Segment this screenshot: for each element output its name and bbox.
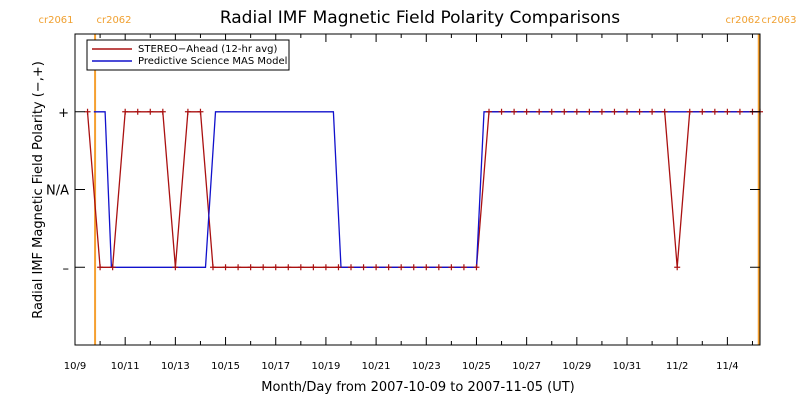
x-tick-label: 10/29 <box>562 361 591 372</box>
chart-title: Radial IMF Magnetic Field Polarity Compa… <box>220 8 620 28</box>
data-point-stereo <box>285 264 292 271</box>
data-point-stereo <box>561 108 568 115</box>
x-tick-label: 11/4 <box>716 361 738 372</box>
data-point-stereo <box>724 108 731 115</box>
y-axis-label: Radial IMF Magnetic Field Polarity (−,+) <box>31 61 46 319</box>
data-point-stereo <box>598 108 605 115</box>
data-point-stereo <box>486 108 493 115</box>
data-point-stereo <box>147 108 154 115</box>
data-point-stereo <box>184 108 191 115</box>
data-point-stereo <box>385 264 392 271</box>
data-point-stereo <box>686 108 693 115</box>
data-point-stereo <box>435 264 442 271</box>
x-tick-label: 11/2 <box>666 361 688 372</box>
data-point-stereo <box>272 264 279 271</box>
y-tick-label: N/A <box>46 184 69 199</box>
data-point-stereo <box>674 264 681 271</box>
x-tick-label: 10/17 <box>261 361 290 372</box>
data-point-stereo <box>586 108 593 115</box>
data-point-stereo <box>109 264 116 271</box>
data-point-stereo <box>523 108 530 115</box>
data-point-stereo <box>611 108 618 115</box>
data-point-stereo <box>335 264 342 271</box>
data-point-stereo <box>373 264 380 271</box>
plot-frame <box>74 33 761 346</box>
data-point-stereo <box>548 108 555 115</box>
legend: STEREO−Ahead (12-hr avg) Predictive Scie… <box>86 39 290 71</box>
carrington-label-right-start: cr2062 <box>96 15 131 26</box>
legend-label-stereo: STEREO−Ahead (12-hr avg) <box>138 44 278 55</box>
data-point-stereo <box>159 108 166 115</box>
data-point-stereo <box>84 108 91 115</box>
data-point-stereo <box>247 264 254 271</box>
legend-box <box>86 39 290 71</box>
x-tick-label: 10/27 <box>512 361 541 372</box>
carrington-label-right-end: cr2063 <box>761 15 796 26</box>
x-tick-label: 10/21 <box>362 361 391 372</box>
data-point-stereo <box>210 264 217 271</box>
y-tick-label: – <box>63 261 70 276</box>
plot-area <box>84 34 763 345</box>
x-tick-label: 10/25 <box>462 361 491 372</box>
data-point-stereo <box>222 264 229 271</box>
data-point-stereo <box>122 108 129 115</box>
data-point-stereo <box>699 108 706 115</box>
y-tick-label: + <box>58 106 69 121</box>
data-point-stereo <box>260 264 267 271</box>
data-point-stereo <box>172 264 179 271</box>
x-tick-label: 10/31 <box>613 361 642 372</box>
y-axis: + N/A – <box>46 106 760 276</box>
x-tick-label: 10/9 <box>64 361 86 372</box>
data-point-stereo <box>360 264 367 271</box>
carrington-label-left-end: cr2062 <box>725 15 760 26</box>
data-point-stereo <box>448 264 455 271</box>
data-point-stereo <box>197 108 204 115</box>
x-axis: 10/9 10/11 10/13 10/15 10/17 10/19 10/21 10/23 1… <box>64 34 753 372</box>
data-point-stereo <box>297 264 304 271</box>
data-point-stereo <box>573 108 580 115</box>
data-point-stereo <box>134 108 141 115</box>
x-tick-label: 10/11 <box>111 361 140 372</box>
data-point-stereo <box>473 264 480 271</box>
data-point-stereo <box>235 264 242 271</box>
data-point-stereo <box>423 264 430 271</box>
data-point-stereo <box>498 108 505 115</box>
data-point-stereo <box>661 108 668 115</box>
carrington-label-left-start: cr2061 <box>38 15 73 26</box>
data-point-stereo <box>310 264 317 271</box>
series-line-mas-model <box>93 111 760 268</box>
data-point-stereo <box>322 264 329 271</box>
data-point-stereo <box>624 108 631 115</box>
data-point-stereo <box>636 108 643 115</box>
data-point-stereo <box>398 264 405 271</box>
data-point-stereo <box>348 264 355 271</box>
data-point-stereo <box>97 264 104 271</box>
series-line-stereo <box>86 111 760 268</box>
data-point-stereo <box>410 264 417 271</box>
data-point-stereo <box>649 108 656 115</box>
data-point-stereo <box>536 108 543 115</box>
legend-label-mas-model: Predictive Science MAS Model <box>138 56 287 67</box>
x-axis-label: Month/Day from 2007-10-09 to 2007-11-05 … <box>261 380 574 395</box>
data-point-stereo <box>736 108 743 115</box>
data-point-stereo <box>511 108 518 115</box>
data-point-stereo <box>460 264 467 271</box>
x-tick-label: 10/15 <box>211 361 240 372</box>
data-point-stereo <box>711 108 718 115</box>
x-tick-label: 10/23 <box>412 361 441 372</box>
x-tick-label: 10/13 <box>161 361 190 372</box>
x-tick-label: 10/19 <box>312 361 341 372</box>
